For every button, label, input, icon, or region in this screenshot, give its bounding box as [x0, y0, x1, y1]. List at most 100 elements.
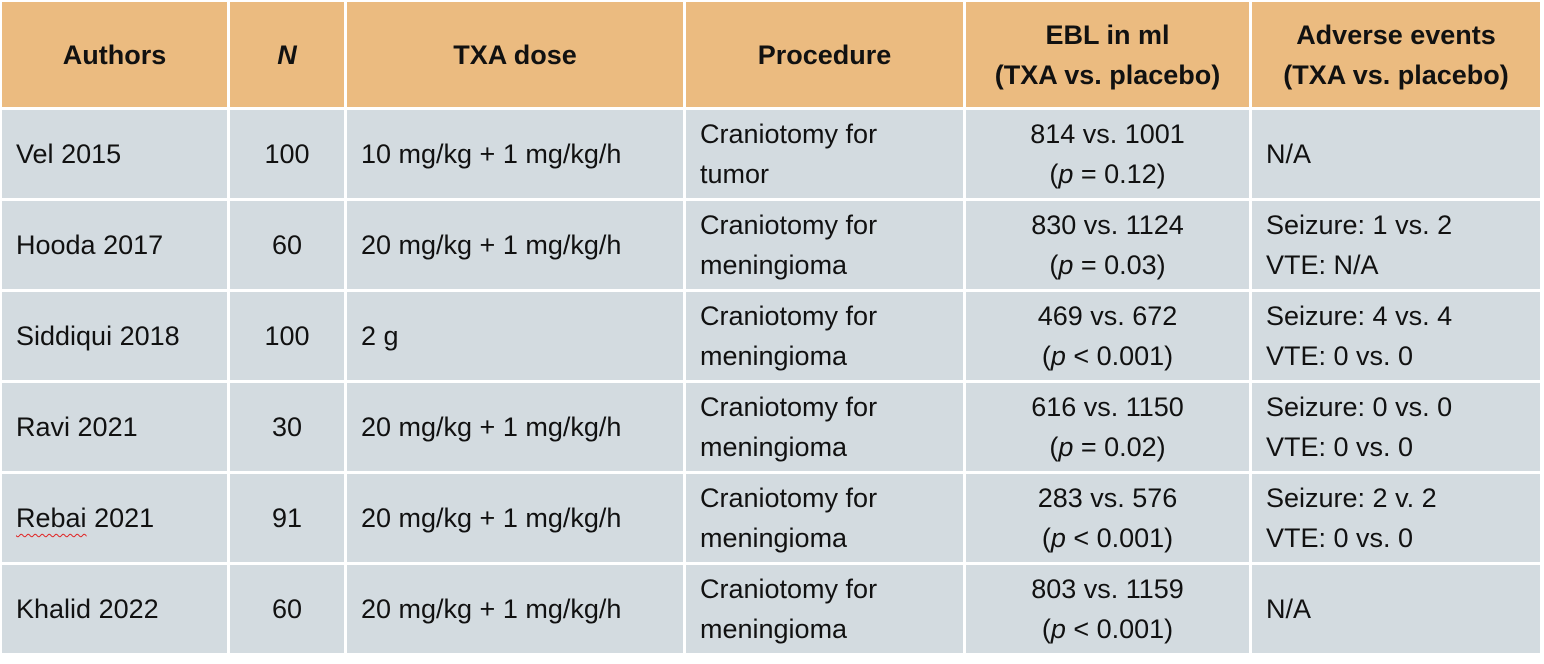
- author-name: Ravi: [16, 412, 71, 442]
- ebl-values: 814 vs. 1001: [1030, 119, 1185, 149]
- author-year: 2021: [77, 412, 138, 442]
- procedure-line: Craniotomy for: [700, 392, 878, 422]
- author-cell: Siddiqui 2018: [2, 292, 230, 383]
- table-row: Hooda 2017 60 20 mg/kg + 1 mg/kg/h Cranioto…: [2, 201, 1540, 292]
- procedure-line: meningioma: [700, 432, 848, 462]
- p-rest: < 0.001): [1065, 523, 1174, 553]
- p-open: (: [1049, 159, 1059, 189]
- p-rest: < 0.001): [1065, 614, 1174, 644]
- p-value: (p = 0.02): [980, 427, 1235, 467]
- adverse-cell: N/A: [1252, 565, 1540, 656]
- p-value: (p < 0.001): [980, 609, 1235, 649]
- ebl-values: 830 vs. 1124: [1031, 210, 1184, 240]
- author-year: 2017: [103, 230, 164, 260]
- ebl-cell: 830 vs. 1124 (p = 0.03): [966, 201, 1252, 292]
- adverse-line: Seizure: 2 v. 2: [1266, 483, 1437, 513]
- n-cell: 100: [230, 110, 347, 201]
- n-value: 91: [271, 503, 303, 533]
- p-letter: p: [1058, 432, 1074, 462]
- p-letter: p: [1050, 614, 1066, 644]
- author-name: Hooda: [16, 230, 96, 260]
- dose-value: 20 mg/kg + 1 mg/kg/h: [361, 503, 622, 533]
- adverse-cell: Seizure: 1 vs. 2 VTE: N/A: [1252, 201, 1540, 292]
- adverse-line: Seizure: 4 vs. 4: [1266, 301, 1453, 331]
- author-cell: Ravi 2021: [2, 383, 230, 474]
- n-value: 60: [271, 594, 303, 624]
- procedure-line: meningioma: [700, 614, 848, 644]
- author-name: Siddiqui: [16, 321, 113, 351]
- author-year: 2021: [94, 503, 155, 533]
- procedure-cell: Craniotomy for meningioma: [686, 292, 966, 383]
- procedure-line: Craniotomy for: [700, 483, 878, 513]
- author-name: Khalid: [16, 594, 92, 624]
- header-procedure: Procedure: [686, 2, 966, 110]
- p-open: (: [1049, 432, 1059, 462]
- p-letter: p: [1050, 523, 1066, 553]
- table-row: Rebai 2021 91 20 mg/kg + 1 mg/kg/h Cranioto…: [2, 474, 1540, 565]
- n-cell: 60: [230, 565, 347, 656]
- p-rest: = 0.12): [1073, 159, 1166, 189]
- table-row: Ravi 2021 30 20 mg/kg + 1 mg/kg/h Craniotom…: [2, 383, 1540, 474]
- ebl-cell: 803 vs. 1159 (p < 0.001): [966, 565, 1252, 656]
- ebl-cell: 283 vs. 576 (p < 0.001): [966, 474, 1252, 565]
- header-n: N: [230, 2, 347, 110]
- table-row: Vel 2015 100 10 mg/kg + 1 mg/kg/h Craniotom…: [2, 110, 1540, 201]
- p-value: (p = 0.12): [980, 154, 1235, 194]
- author-year: 2022: [98, 594, 159, 624]
- dose-value: 20 mg/kg + 1 mg/kg/h: [361, 230, 622, 260]
- adverse-line: N/A: [1266, 139, 1312, 169]
- dose-value: 2 g: [361, 321, 399, 351]
- dose-value: 20 mg/kg + 1 mg/kg/h: [361, 594, 622, 624]
- dose-cell: 20 mg/kg + 1 mg/kg/h: [347, 474, 686, 565]
- dose-cell: 20 mg/kg + 1 mg/kg/h: [347, 383, 686, 474]
- p-open: (: [1041, 341, 1051, 371]
- header-txa-dose: TXA dose: [347, 2, 686, 110]
- procedure-cell: Craniotomy for meningioma: [686, 383, 966, 474]
- dose-value: 20 mg/kg + 1 mg/kg/h: [361, 412, 622, 442]
- table-row: Khalid 2022 60 20 mg/kg + 1 mg/kg/h Craniot…: [2, 565, 1540, 656]
- n-value: 100: [264, 321, 310, 351]
- p-rest: = 0.03): [1073, 250, 1166, 280]
- adverse-cell: Seizure: 2 v. 2 VTE: 0 vs. 0: [1252, 474, 1540, 565]
- author-year: 2018: [119, 321, 180, 351]
- procedure-line: Craniotomy for: [700, 119, 878, 149]
- procedure-line: meningioma: [700, 341, 848, 371]
- adverse-line: VTE: 0 vs. 0: [1266, 432, 1414, 462]
- adverse-cell: Seizure: 4 vs. 4 VTE: 0 vs. 0: [1252, 292, 1540, 383]
- author-cell: Vel 2015: [2, 110, 230, 201]
- ebl-values: 283 vs. 576: [1037, 483, 1178, 513]
- ebl-values: 469 vs. 672: [1037, 301, 1178, 331]
- author-cell: Rebai 2021: [2, 474, 230, 565]
- procedure-line: Craniotomy for: [700, 301, 878, 331]
- procedure-line: meningioma: [700, 250, 848, 280]
- procedure-line: tumor: [700, 159, 770, 189]
- n-value: 30: [271, 412, 303, 442]
- table-body: Vel 2015 100 10 mg/kg + 1 mg/kg/h Craniotom…: [2, 110, 1540, 656]
- dose-cell: 10 mg/kg + 1 mg/kg/h: [347, 110, 686, 201]
- p-value: (p < 0.001): [980, 518, 1235, 558]
- ebl-cell: 814 vs. 1001 (p = 0.12): [966, 110, 1252, 201]
- adverse-line: N/A: [1266, 594, 1312, 624]
- n-cell: 91: [230, 474, 347, 565]
- dose-cell: 20 mg/kg + 1 mg/kg/h: [347, 565, 686, 656]
- author-cell: Hooda 2017: [2, 201, 230, 292]
- p-letter: p: [1050, 341, 1066, 371]
- p-open: (: [1041, 614, 1051, 644]
- procedure-line: Craniotomy for: [700, 210, 878, 240]
- author-name: Rebai: [16, 503, 87, 533]
- adverse-line: Seizure: 0 vs. 0: [1266, 392, 1453, 422]
- table-row: Siddiqui 2018 100 2 g Craniotomy for meningi…: [2, 292, 1540, 383]
- dose-cell: 20 mg/kg + 1 mg/kg/h: [347, 201, 686, 292]
- procedure-line: Craniotomy for: [700, 574, 878, 604]
- n-cell: 30: [230, 383, 347, 474]
- dose-value: 10 mg/kg + 1 mg/kg/h: [361, 139, 622, 169]
- n-value: 100: [264, 139, 310, 169]
- procedure-cell: Craniotomy for meningioma: [686, 565, 966, 656]
- author-name: Vel: [16, 139, 54, 169]
- procedure-cell: Craniotomy for meningioma: [686, 474, 966, 565]
- author-year: 2015: [61, 139, 122, 169]
- procedure-line: meningioma: [700, 523, 848, 553]
- p-value: (p = 0.03): [980, 245, 1235, 285]
